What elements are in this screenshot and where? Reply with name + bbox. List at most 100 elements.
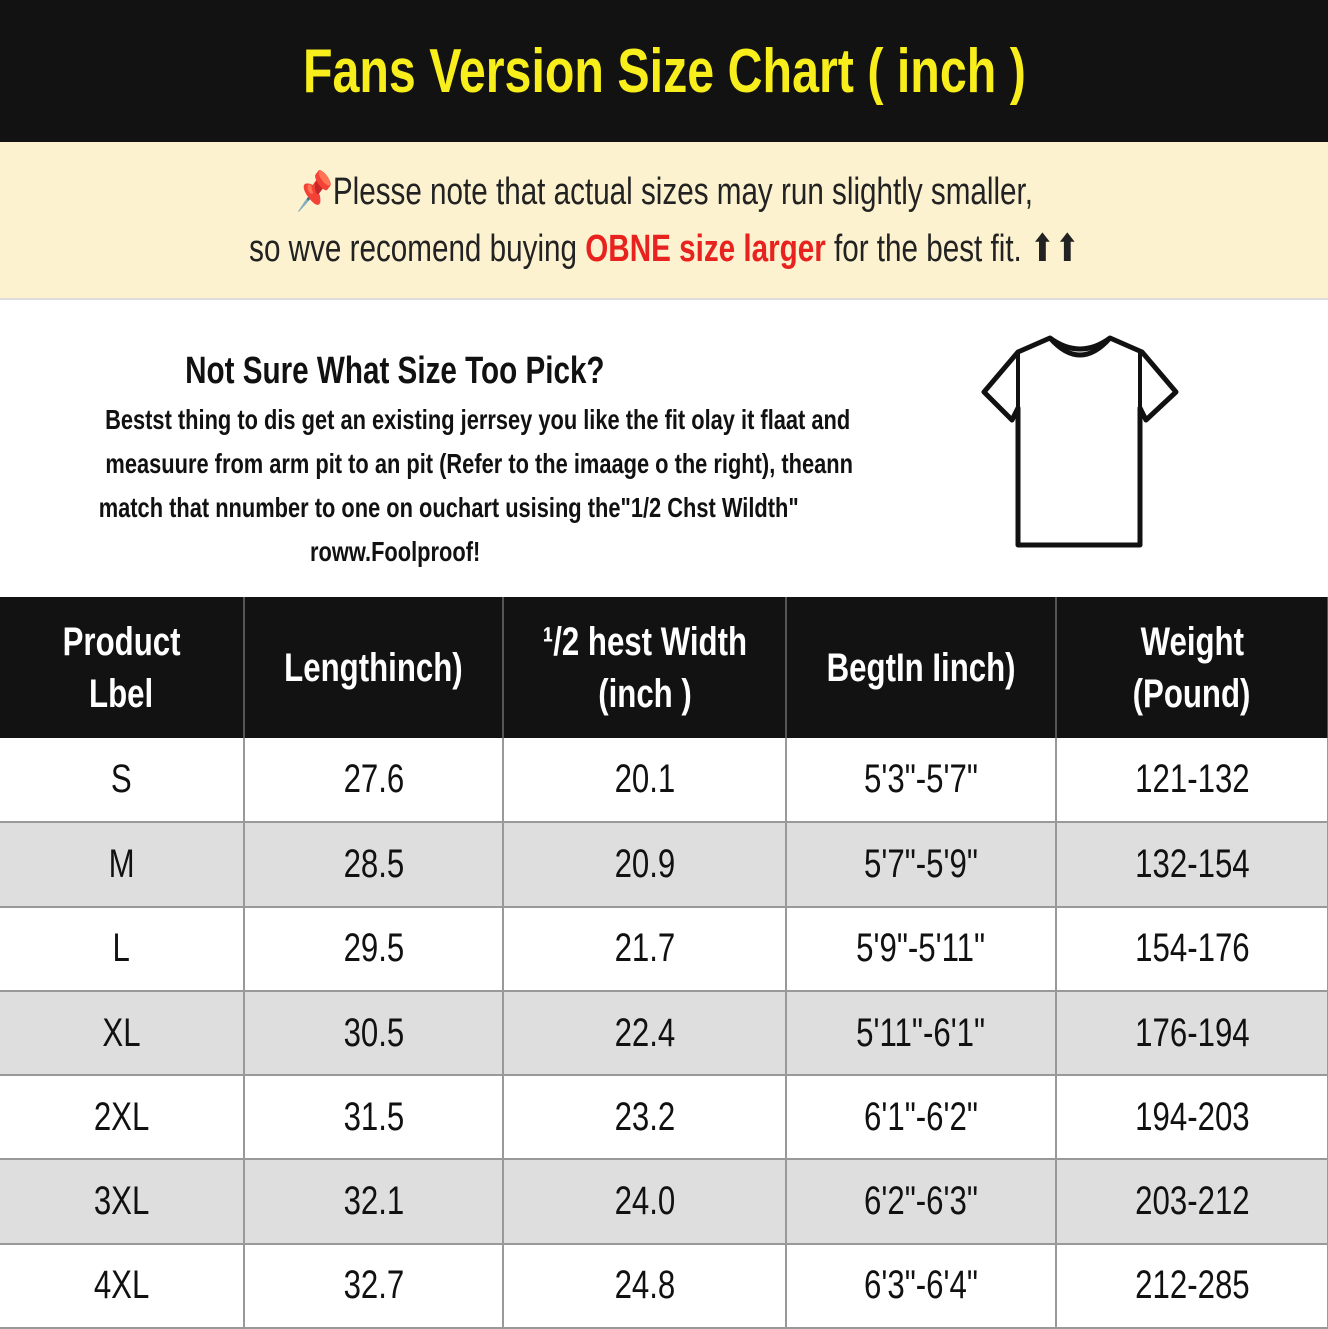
cell-text: 3XL: [93, 1179, 150, 1224]
cell-text: 6'1"-6'2": [864, 1094, 978, 1139]
cell-text: 5'9"-5'11": [856, 926, 986, 971]
header-text: Product: [62, 619, 181, 664]
table-cell: M: [0, 822, 245, 908]
cell-text: 203-212: [1134, 1179, 1250, 1224]
header-text: (inch ): [597, 671, 692, 716]
cell-text: 24.0: [614, 1179, 675, 1224]
table-cell: 31.5: [244, 1075, 504, 1161]
table-cell: 5'3"-5'7": [786, 738, 1057, 824]
cell-text: 22.4: [614, 1010, 675, 1055]
table-cell: S: [0, 738, 245, 824]
size-table: Product Lbel Lengthinch) ¹/2 hest Width (inc…: [0, 597, 1328, 1329]
table-cell: 2XL: [0, 1075, 245, 1161]
sizing-note: 📌Plesse note that actual sizes may run s…: [0, 142, 1328, 300]
cell-text: 6'2"-6'3": [864, 1179, 978, 1224]
guide-text: Bestst thing to dis get an existing jerr…: [0, 400, 853, 576]
table-cell: 203-212: [1056, 1159, 1328, 1245]
guide-line: Bestst thing to dis get an existing jerr…: [105, 404, 851, 435]
table-cell: 32.1: [244, 1159, 504, 1245]
cell-text: 121-132: [1134, 757, 1250, 802]
table-row: S 27.6 20.1 5'3"-5'7" 121-132: [0, 738, 1328, 824]
table-cell: 28.5: [244, 822, 504, 908]
table-cell: 6'1"-6'2": [786, 1075, 1057, 1161]
table-cell: 6'3"-6'4": [786, 1243, 1057, 1329]
cell-text: 132-154: [1134, 841, 1250, 886]
column-header: ¹/2 hest Width (inch ): [503, 597, 787, 738]
guide-line: measuure from arm pit to an pit (Refer t…: [105, 448, 853, 479]
note-line-1: 📌Plesse note that actual sizes may run s…: [295, 170, 1033, 213]
table-cell: 194-203: [1056, 1075, 1328, 1161]
table-cell: 24.0: [503, 1159, 787, 1245]
cell-text: 4XL: [93, 1263, 150, 1308]
cell-text: 23.2: [614, 1094, 675, 1139]
column-header: Product Lbel: [0, 597, 245, 738]
header-text: Lengthinch): [284, 645, 463, 690]
cell-text: 28.5: [343, 841, 404, 886]
cell-text: 24.8: [614, 1263, 675, 1308]
table-cell: L: [0, 906, 245, 992]
cell-text: 32.1: [343, 1179, 404, 1224]
table-cell: 5'7"-5'9": [786, 822, 1057, 908]
table-cell: 27.6: [244, 738, 504, 824]
header-text: (Pound): [1133, 671, 1251, 716]
table-row: 4XL 32.7 24.8 6'3"-6'4" 212-285: [0, 1243, 1328, 1329]
cell-text: 176-194: [1134, 1010, 1250, 1055]
cell-text: 20.9: [614, 841, 675, 886]
table-cell: 6'2"-6'3": [786, 1159, 1057, 1245]
cell-text: 2XL: [93, 1094, 150, 1139]
table-cell: 29.5: [244, 906, 504, 992]
table-cell: 132-154: [1056, 822, 1328, 908]
table-cell: 24.8: [503, 1243, 787, 1329]
note-highlight: OBNE size larger: [584, 227, 826, 270]
cell-text: 212-285: [1134, 1263, 1250, 1308]
guide-line: roww.Foolproof!: [309, 536, 481, 567]
table-row: 2XL 31.5 23.2 6'1"-6'2" 194-203: [0, 1075, 1328, 1161]
header-text: BegtIn Iinch): [826, 645, 1016, 690]
table-cell: 5'9"-5'11": [786, 906, 1057, 992]
title-banner: Fans Version Size Chart ( inch ): [0, 0, 1328, 142]
guide-heading: Not Sure What Size Too Pick?: [185, 350, 605, 392]
tshirt-icon: [981, 335, 1179, 548]
cell-text: 5'7"-5'9": [864, 841, 978, 886]
cell-text: XL: [102, 1010, 141, 1055]
cell-text: 21.7: [614, 926, 675, 971]
table-cell: 154-176: [1056, 906, 1328, 992]
cell-text: M: [108, 841, 135, 886]
column-header: Lengthinch): [244, 597, 504, 738]
table-cell: 4XL: [0, 1243, 245, 1329]
table-cell: 30.5: [244, 990, 504, 1077]
column-header: BegtIn Iinch): [786, 597, 1057, 738]
page-title: Fans Version Size Chart ( inch ): [302, 36, 1026, 106]
guide-line: match that nnumber to one on ouchart usi…: [98, 492, 799, 523]
table-cell: 32.7: [244, 1243, 504, 1329]
header-text: Lbel: [89, 671, 154, 716]
cell-text: S: [111, 757, 132, 802]
cell-text: 29.5: [343, 926, 404, 971]
table-cell: 5'11"-6'1": [786, 990, 1057, 1077]
cell-text: 5'3"-5'7": [864, 757, 978, 802]
table-cell: 23.2: [503, 1075, 787, 1161]
cell-text: 30.5: [343, 1010, 404, 1055]
table-cell: 176-194: [1056, 990, 1328, 1077]
cell-text: 20.1: [614, 757, 675, 802]
table-cell: 21.7: [503, 906, 787, 992]
cell-text: 6'3"-6'4": [864, 1263, 978, 1308]
cell-text: 154-176: [1134, 926, 1250, 971]
table-cell: XL: [0, 990, 245, 1077]
header-text: Weight: [1140, 619, 1244, 664]
table-row: XL 30.5 22.4 5'11"-6'1" 176-194: [0, 990, 1328, 1077]
column-header: Weight (Pound): [1056, 597, 1328, 738]
table-row: M 28.5 20.9 5'7"-5'9" 132-154: [0, 822, 1328, 908]
table-cell: 22.4: [503, 990, 787, 1077]
table-row: L 29.5 21.7 5'9"-5'11" 154-176: [0, 906, 1328, 992]
header-text: ¹/2 hest Width: [542, 619, 747, 664]
table-cell: 121-132: [1056, 738, 1328, 824]
cell-text: 31.5: [343, 1094, 404, 1139]
cell-text: L: [112, 926, 131, 971]
table-cell: 20.1: [503, 738, 787, 824]
table-cell: 20.9: [503, 822, 787, 908]
table-cell: 3XL: [0, 1159, 245, 1245]
cell-text: 27.6: [343, 757, 404, 802]
note-line-2: so wve recomend buying OBNE size larger …: [248, 227, 1080, 270]
pushpin-icon: 📌: [295, 170, 333, 213]
